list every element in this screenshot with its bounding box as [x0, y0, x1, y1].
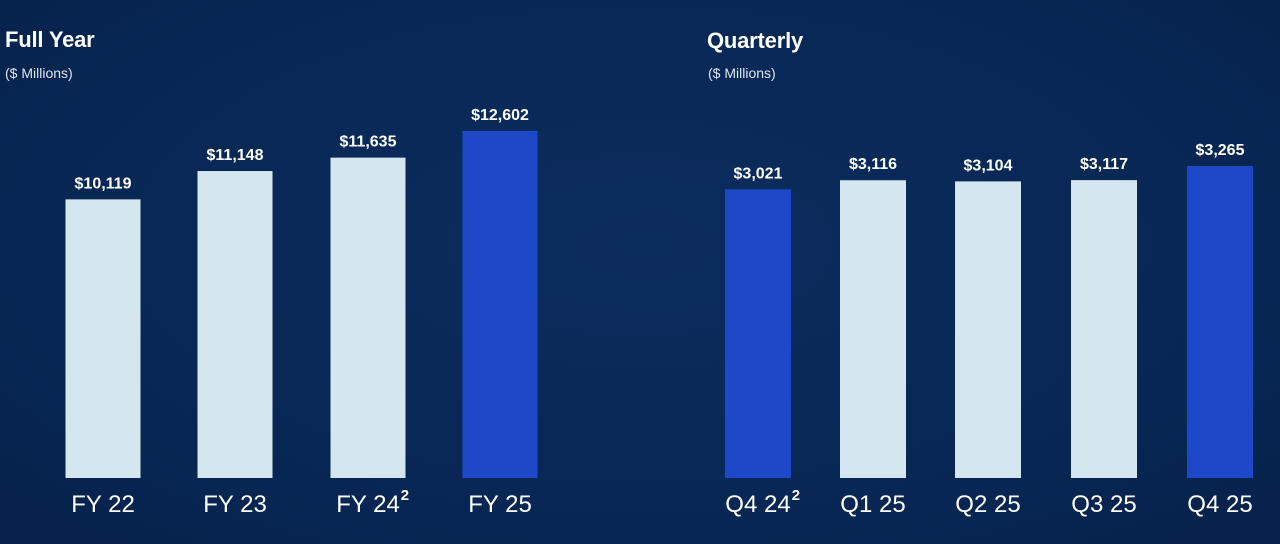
full-year-category-label-0: FY 22 [71, 491, 135, 518]
quarterly-category-label-1: Q1 25 [840, 491, 905, 518]
quarterly-value-label-4: $3,265 [1196, 142, 1245, 159]
full-year-value-label-0: $10,119 [75, 175, 132, 192]
quarterly-category-label-3: Q3 25 [1071, 491, 1136, 518]
quarterly-title: Quarterly [707, 28, 804, 53]
quarterly-bar-3 [1071, 180, 1137, 478]
full-year-footnote-marker-2: 2 [401, 487, 409, 504]
quarterly-bar-1 [840, 180, 906, 478]
quarterly-value-label-2: $3,104 [964, 157, 1013, 174]
quarterly-value-label-0: $3,021 [734, 165, 783, 182]
full-year-value-label-2: $11,635 [340, 134, 397, 151]
quarterly-category-label-2: Q2 25 [955, 491, 1020, 518]
quarterly-subtitle: ($ Millions) [708, 65, 776, 81]
full-year-bar-1 [197, 171, 273, 478]
full-year-category-label-1: FY 23 [203, 491, 267, 518]
full-year-value-label-3: $12,602 [471, 107, 529, 124]
quarterly-category-label-4: Q4 25 [1187, 491, 1252, 518]
full-year-subtitle: ($ Millions) [5, 65, 73, 81]
full-year-bar-0 [65, 199, 141, 478]
quarterly-bar-0 [725, 189, 791, 478]
full-year-category-label-2: FY 24 [336, 491, 400, 518]
quarterly-footnote-marker-0: 2 [792, 487, 800, 504]
quarterly-category-label-0: Q4 24 [725, 491, 790, 518]
quarterly-value-label-3: $3,117 [1080, 156, 1128, 173]
quarterly-bar-2 [955, 181, 1021, 478]
full-year-category-label-3: FY 25 [468, 491, 532, 518]
full-year-bar-3 [462, 131, 538, 478]
full-year-title: Full Year [5, 27, 95, 52]
full-year-bar-2 [330, 157, 406, 478]
full-year-value-label-1: $11,148 [207, 147, 264, 164]
quarterly-bar-4 [1187, 166, 1253, 478]
quarterly-value-label-1: $3,116 [849, 156, 897, 173]
